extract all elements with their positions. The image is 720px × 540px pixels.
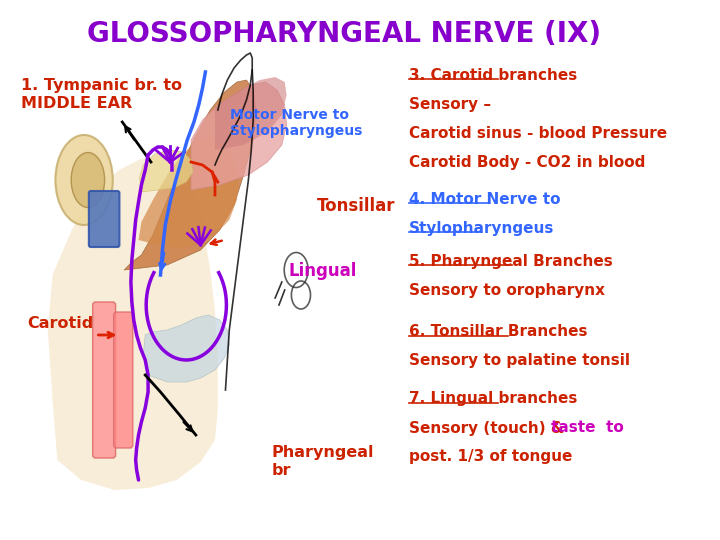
- Text: Carotid Body - CO2 in blood: Carotid Body - CO2 in blood: [409, 154, 646, 170]
- Text: Carotid: Carotid: [27, 316, 94, 331]
- Text: Tonsillar: Tonsillar: [316, 197, 395, 215]
- Text: Carotid sinus - blood Pressure: Carotid sinus - blood Pressure: [409, 125, 667, 140]
- Text: GLOSSOPHARYNGEAL NERVE (IX): GLOSSOPHARYNGEAL NERVE (IX): [87, 20, 601, 48]
- Text: Motor Nerve to
Stylopharyngeus: Motor Nerve to Stylopharyngeus: [230, 108, 363, 138]
- Text: 7. Lingual branches: 7. Lingual branches: [409, 392, 577, 407]
- FancyBboxPatch shape: [93, 302, 116, 458]
- Ellipse shape: [71, 152, 104, 207]
- Text: Stylopharyngeus: Stylopharyngeus: [409, 221, 554, 235]
- Text: taste  to: taste to: [551, 421, 624, 435]
- Text: Sensory to oropharynx: Sensory to oropharynx: [409, 283, 606, 298]
- FancyBboxPatch shape: [114, 312, 132, 448]
- Text: 6. Tonsillar Branches: 6. Tonsillar Branches: [409, 324, 588, 339]
- Text: 3. Carotid branches: 3. Carotid branches: [409, 68, 577, 83]
- Polygon shape: [138, 135, 239, 248]
- Text: Sensory –: Sensory –: [409, 97, 492, 111]
- Text: Lingual: Lingual: [289, 262, 357, 280]
- Polygon shape: [215, 77, 287, 150]
- Text: 5. Pharyngeal Branches: 5. Pharyngeal Branches: [409, 254, 613, 269]
- Text: Pharyngeal
br: Pharyngeal br: [271, 446, 374, 478]
- Polygon shape: [143, 315, 229, 382]
- Polygon shape: [191, 82, 287, 190]
- Polygon shape: [140, 150, 193, 192]
- FancyBboxPatch shape: [89, 191, 120, 247]
- Text: 1. Tympanic br. to
MIDDLE EAR: 1. Tympanic br. to MIDDLE EAR: [21, 78, 181, 111]
- Text: Sensory (touch) &: Sensory (touch) &: [409, 421, 570, 435]
- Polygon shape: [124, 80, 256, 270]
- Polygon shape: [48, 155, 218, 490]
- Text: post. 1/3 of tongue: post. 1/3 of tongue: [409, 449, 572, 464]
- Ellipse shape: [55, 135, 113, 225]
- Text: 4. Motor Nerve to: 4. Motor Nerve to: [409, 192, 561, 207]
- Text: Sensory to palatine tonsil: Sensory to palatine tonsil: [409, 353, 630, 368]
